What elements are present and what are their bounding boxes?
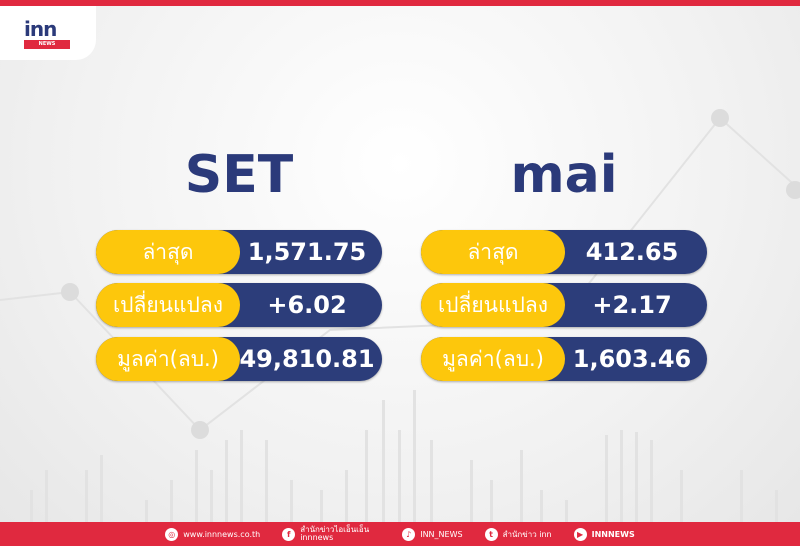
mai-latest-row: ล่าสุด 412.65 <box>421 230 707 274</box>
tiktok-icon: ♪ <box>402 527 416 541</box>
set-value-row: มูลค่า(ลบ.) 49,810.81 <box>96 337 382 381</box>
top-bar <box>0 0 800 6</box>
footer-bar: ◎ www.innnews.co.th f สำนักข่าวไอเอ็นเอ็น … <box>0 522 800 546</box>
set-title: SET <box>184 145 294 205</box>
footer-tiktok[interactable]: ♪ INN_NEWS <box>402 527 463 541</box>
footer-twitter[interactable]: t สำนักข่าว inn <box>484 527 552 541</box>
mai-title: mai <box>510 145 618 205</box>
youtube-icon: ▶ <box>573 527 587 541</box>
mai-change-row: เปลี่ยนแปลง +2.17 <box>421 283 707 327</box>
footer-facebook[interactable]: f สำนักข่าวไอเอ็นเอ็น innnews <box>282 526 380 542</box>
set-change-row: เปลี่ยนแปลง +6.02 <box>96 283 382 327</box>
twitter-icon: t <box>484 527 498 541</box>
footer-youtube[interactable]: ▶ INNNEWS <box>573 527 635 541</box>
facebook-icon: f <box>282 527 296 541</box>
set-latest-row: ล่าสุด 1,571.75 <box>96 230 382 274</box>
logo-area: inn NEWS <box>0 6 96 60</box>
globe-icon: ◎ <box>165 527 179 541</box>
footer-website[interactable]: ◎ www.innnews.co.th <box>165 527 260 541</box>
mai-value-row: มูลค่า(ลบ.) 1,603.46 <box>421 337 707 381</box>
inn-news-logo: inn NEWS <box>24 19 70 50</box>
